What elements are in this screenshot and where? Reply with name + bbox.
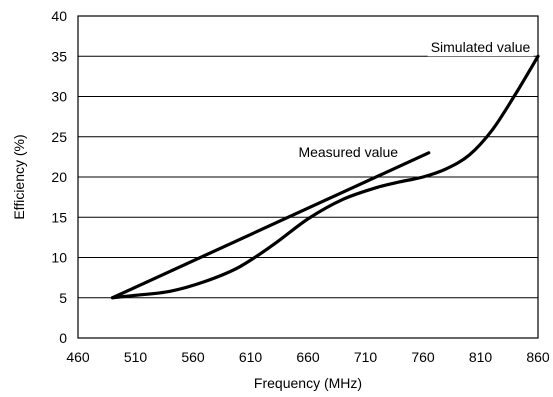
- annotation-background: [427, 38, 534, 57]
- y-tick-label: 20: [51, 169, 67, 185]
- x-tick-label: 560: [181, 349, 205, 365]
- x-tick-label: 710: [354, 349, 378, 365]
- y-tick-label: 25: [51, 129, 67, 145]
- simulated-value-label: Simulated value: [431, 39, 531, 55]
- grid-lines: [78, 55, 538, 299]
- y-tick-label: 5: [59, 290, 67, 306]
- annotation-background: [295, 142, 402, 161]
- measured-value-label: Measured value: [298, 144, 398, 160]
- y-tick-label: 35: [51, 48, 67, 64]
- x-tick-label: 460: [66, 349, 90, 365]
- x-tick-label: 610: [239, 349, 263, 365]
- simulated-value-line: [110, 54, 540, 300]
- x-tick-label: 760: [411, 349, 435, 365]
- x-tick-label: 510: [124, 349, 148, 365]
- measured-value-line: [110, 151, 431, 300]
- x-tick-label: 810: [469, 349, 493, 365]
- x-axis-title: Frequency (MHz): [254, 375, 362, 391]
- x-tick-label: 660: [296, 349, 320, 365]
- x-tick-label: 860: [526, 349, 550, 365]
- annotations: Simulated value Measured value: [295, 38, 534, 161]
- y-tick-label: 10: [51, 250, 67, 266]
- series-lines: [110, 54, 540, 300]
- y-tick-label: 0: [59, 330, 67, 346]
- y-tick-label: 15: [51, 209, 67, 225]
- y-tick-label: 40: [51, 8, 67, 24]
- y-tick-label: 30: [51, 89, 67, 105]
- y-axis-title: Efficiency (%): [11, 134, 27, 219]
- plot-frame: [77, 15, 539, 339]
